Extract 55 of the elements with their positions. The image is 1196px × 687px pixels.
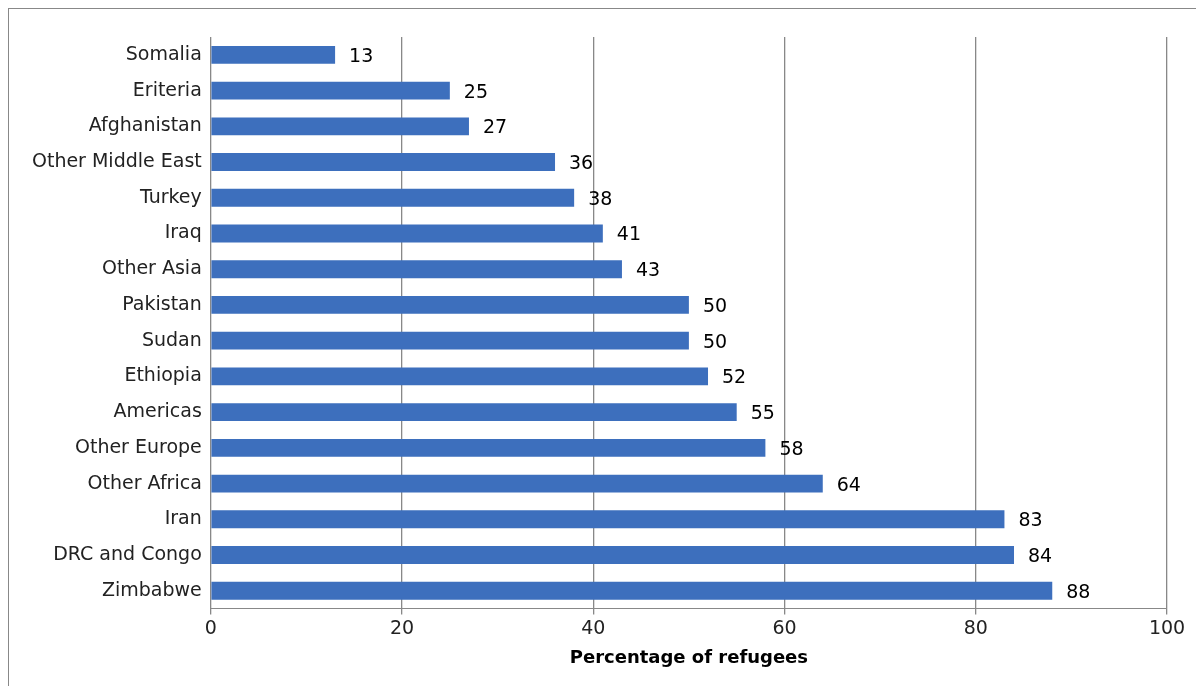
data-label: 88 [1066,579,1091,602]
bar [211,296,689,314]
y-tick-label: Pakistan [122,291,202,314]
y-tick-label: Other Middle East [31,148,202,171]
data-label: 50 [702,329,728,352]
data-label: 84 [1028,543,1053,566]
y-tick-label: Iran [164,506,202,529]
bar [211,81,450,100]
y-tick-label: Sudan [141,327,202,350]
bar [211,546,1015,564]
data-label: 52 [722,365,747,388]
x-tick-label: 80 [963,615,988,638]
data-label: 25 [463,79,489,102]
bar [211,45,336,64]
bar [211,153,556,171]
y-tick-label: Other Asia [101,256,202,279]
y-tick-label: Iraq [164,220,202,243]
bar [211,224,603,243]
x-tick-label: 60 [772,615,797,638]
bar [211,438,766,457]
y-tick-label: Other Europe [74,434,202,457]
bar [211,331,689,350]
data-label: 43 [635,258,661,281]
data-label: 13 [349,43,374,66]
data-label: 50 [702,293,728,316]
bar [211,117,469,136]
x-tick-label: 0 [204,615,217,638]
x-axis-title: Percentage of refugees [569,645,809,667]
x-tick-label: 20 [389,615,415,638]
y-tick-label: DRC and Congo [53,541,202,564]
y-tick-label: Eriteria [132,77,202,100]
data-label: 64 [836,472,861,495]
bar [211,510,1005,529]
bar [211,188,575,207]
y-tick-label: Afghanistan [88,113,202,136]
bar [211,474,823,493]
y-tick-label: Zimbabwe [101,577,202,600]
x-tick-label: 100 [1148,615,1186,638]
y-tick-label: Other Africa [87,470,202,493]
y-tick-label: Americas [113,399,202,422]
bar [211,367,709,386]
y-tick-label: Somalia [125,41,202,64]
data-label: 41 [616,222,642,245]
data-label: 38 [588,186,613,209]
bar [211,260,622,279]
data-label: 83 [1018,508,1043,531]
data-label: 55 [750,401,775,424]
data-label: 36 [569,150,594,173]
bar [211,403,737,422]
y-tick-label: Ethiopia [124,363,202,386]
bar [211,581,1053,600]
data-label: 58 [779,436,804,459]
data-label: 27 [482,115,508,138]
x-tick-label: 40 [581,615,606,638]
y-tick-label: Turkey [138,184,202,207]
